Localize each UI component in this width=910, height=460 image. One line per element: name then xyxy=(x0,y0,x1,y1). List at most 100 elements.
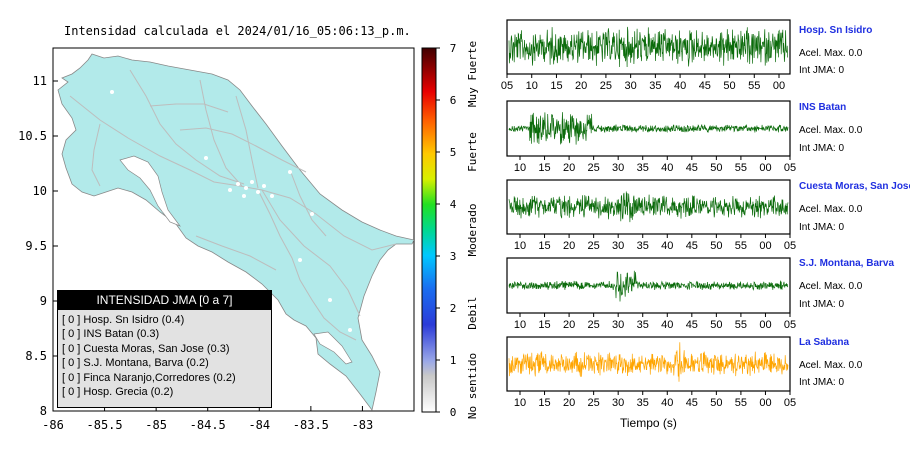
waveform-tick-label: 40 xyxy=(661,240,673,252)
colorbar-category-label: No sentido xyxy=(466,353,479,419)
station-int: Int JMA: 0 xyxy=(799,222,845,233)
road-network xyxy=(69,69,397,341)
map-x-axis: -86 -85.5 -85 -84.5 -84 -83.5 -83 xyxy=(42,406,373,432)
station-name: INS Batan xyxy=(799,102,847,113)
waveform-tick-label: 50 xyxy=(723,80,735,92)
map-x-tick-label: -86 xyxy=(42,418,64,432)
colorbar-category-labels: No sentido Debil Moderado Fuerte Muy Fuerte xyxy=(466,41,479,419)
waveform-tick-label: 25 xyxy=(588,397,600,409)
colorbar-tick-label: 0 xyxy=(450,406,457,419)
waveform-tick-label: 25 xyxy=(600,80,612,92)
waveform-tick-label: 20 xyxy=(563,162,575,174)
legend-item: [ 0 ] INS Batan (0.3) xyxy=(62,328,160,341)
waveform-tick-label: 45 xyxy=(686,162,698,174)
station-int: Int JMA: 0 xyxy=(799,377,845,388)
map-y-tick-label: 9.5 xyxy=(25,239,47,253)
waveform-tick-label: 50 xyxy=(710,240,722,252)
waveform-tick-label: 15 xyxy=(550,80,562,92)
map-x-tick-label: -83 xyxy=(352,418,374,432)
map-x-tick-label: -84.5 xyxy=(190,418,226,432)
legend-item: [ 0 ] Cuesta Moras, San Jose (0.3) xyxy=(62,342,230,355)
waveform-tick-label: 40 xyxy=(674,80,686,92)
map-y-tick-label: 8 xyxy=(40,404,47,418)
waveform-panel: 10 15 20 25 30 35 40 45 50 55 00 05 xyxy=(506,100,796,174)
waveform-tick-label: 50 xyxy=(710,319,722,331)
waveform-tick-label: 35 xyxy=(637,319,649,331)
waveform-tick-label: 55 xyxy=(735,240,747,252)
map-y-axis: 11 10.5 10 9.5 9 8.5 8 xyxy=(18,74,58,418)
waveform-panel: 10 15 20 25 30 35 40 45 50 55 00 05 xyxy=(506,179,796,252)
map-x-tick-label: -85.5 xyxy=(87,418,123,432)
waveform-tick-label: 45 xyxy=(686,397,698,409)
legend-list: [ 0 ] Hosp. Sn Isidro (0.4) [ 0 ] INS Ba… xyxy=(62,313,271,399)
station-acel: Acel. Max. 0.0 xyxy=(799,204,863,215)
map-y-tick-label: 11 xyxy=(33,74,47,88)
station-name: Hosp. Sn Isidro xyxy=(799,25,873,36)
waveform-tick-label: 15 xyxy=(538,319,550,331)
colorbar-gradient xyxy=(421,47,437,413)
waveform-tick-label: 20 xyxy=(575,80,587,92)
waveform-tick-label: 00 xyxy=(759,319,771,331)
waveform-tick-label: 55 xyxy=(735,319,747,331)
waveform-tick-label: 30 xyxy=(612,162,624,174)
colorbar-category-label: Moderado xyxy=(466,204,479,257)
waveform-tick-label: 35 xyxy=(637,162,649,174)
waveform-trace xyxy=(508,270,789,302)
legend-item: [ 0 ] S.J. Montana, Barva (0.2) xyxy=(62,357,209,370)
station-acel: Acel. Max. 0.0 xyxy=(799,281,863,292)
waveform-panel: 10 15 20 25 30 35 40 45 50 55 00 05 xyxy=(506,336,796,409)
waveform-tick-label: 30 xyxy=(625,80,637,92)
map-x-tick-label: -84 xyxy=(248,418,270,432)
waveform-tick-label: 05 xyxy=(501,80,513,92)
colorbar-category-label: Debil xyxy=(466,297,479,330)
waveform-tick-label: 50 xyxy=(710,397,722,409)
legend-item: [ 0 ] Finca Naranjo,Corredores (0.2) xyxy=(62,371,236,384)
waveform-x-label: Tiempo (s) xyxy=(620,416,677,430)
costa-rica-land xyxy=(57,53,414,411)
station-name: S.J. Montana, Barva xyxy=(799,258,895,269)
station-int: Int JMA: 0 xyxy=(799,299,845,310)
waveform-tick-label: 00 xyxy=(759,162,771,174)
station-acel: Acel. Max. 0.0 xyxy=(799,48,863,59)
waveform-tick-label: 15 xyxy=(538,162,550,174)
waveform-tick-label: 40 xyxy=(661,397,673,409)
waveform-tick-label: 45 xyxy=(686,319,698,331)
map-y-tick-label: 10.5 xyxy=(18,129,47,143)
waveform-tick-label: 00 xyxy=(773,80,785,92)
legend-item: [ 0 ] Hosp. Grecia (0.2) xyxy=(62,385,174,398)
waveform-tick-label: 45 xyxy=(699,80,711,92)
waveform-tick-label: 30 xyxy=(612,240,624,252)
station-acel: Acel. Max. 0.0 xyxy=(799,360,863,371)
colorbar-category-label: Fuerte xyxy=(466,132,479,172)
station-int: Int JMA: 0 xyxy=(799,143,845,154)
waveform-tick-label: 25 xyxy=(588,319,600,331)
colorbar-tick-label: 5 xyxy=(450,146,457,159)
waveform-tick-label: 15 xyxy=(538,240,550,252)
intensity-colorbar: 0 1 2 3 4 5 6 7 No sentido Debil Moderado Fuerte Mu… xyxy=(421,41,479,419)
waveform-tick-label: 30 xyxy=(612,397,624,409)
map-x-tick-label: -85 xyxy=(145,418,167,432)
station-markers xyxy=(110,90,374,344)
legend-title: INTENSIDAD JMA [0 a 7] xyxy=(58,291,271,310)
waveform-tick-label: 35 xyxy=(637,240,649,252)
colorbar-tick-label: 1 xyxy=(450,354,457,367)
station-int: Int JMA: 0 xyxy=(799,65,845,76)
waveform-tick-label: 55 xyxy=(748,80,760,92)
colorbar-tick-label: 3 xyxy=(450,250,457,263)
colorbar-tick-label: 2 xyxy=(450,302,457,315)
waveform-tick-label: 10 xyxy=(514,397,526,409)
colorbar-category-label: Muy Fuerte xyxy=(466,41,479,107)
waveform-tick-label: 05 xyxy=(784,319,796,331)
waveform-tick-label: 35 xyxy=(649,80,661,92)
waveform-tick-label: 10 xyxy=(514,240,526,252)
colorbar-ticks: 0 1 2 3 4 5 6 7 xyxy=(436,42,457,419)
waveform-tick-label: 00 xyxy=(759,240,771,252)
waveform-trace xyxy=(508,112,789,145)
waveform-tick-label: 05 xyxy=(784,397,796,409)
waveform-tick-label: 05 xyxy=(784,162,796,174)
waveform-tick-label: 50 xyxy=(710,162,722,174)
map-y-tick-label: 9 xyxy=(40,294,47,308)
waveform-trace xyxy=(508,26,789,68)
waveform-tick-label: 20 xyxy=(563,319,575,331)
